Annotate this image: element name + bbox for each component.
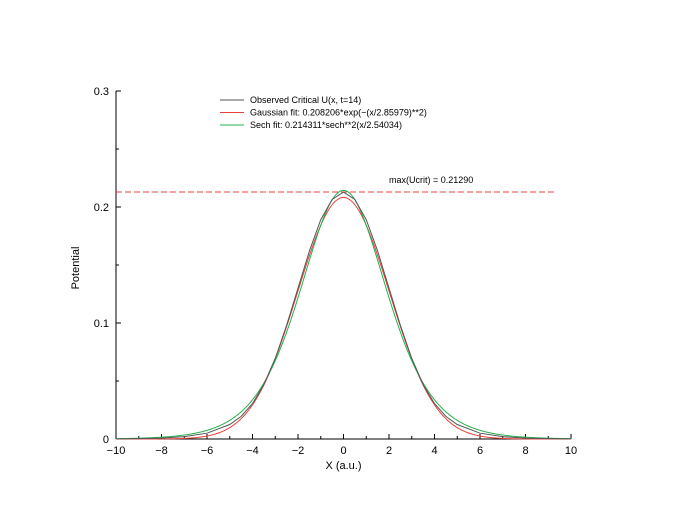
axes: −10 −8 −6 −4 −2 0 2 4 6 8 10 0 0.1 0.2 0.3 (94, 86, 577, 457)
y-ticks: 0 0.1 0.2 0.3 (94, 86, 121, 446)
y-tick-label: 0.1 (94, 318, 109, 330)
legend: Observed Critical U(x, t=14) Gaussian fi… (220, 95, 427, 130)
legend-label-sech: Sech fit: 0.214311*sech**2(x/2.54034) (250, 120, 402, 130)
series-line-sech-fit (115, 189, 572, 440)
legend-label-observed: Observed Critical U(x, t=14) (250, 95, 361, 105)
series-layer (115, 189, 572, 440)
legend-label-gaussian: Gaussian fit: 0.208206*exp(−(x/2.85979)*… (250, 108, 427, 118)
x-tick-label: 6 (477, 445, 483, 457)
x-tick-label: −6 (201, 445, 214, 457)
x-tick-label: 10 (565, 445, 577, 457)
x-tick-label: −2 (292, 445, 305, 457)
x-tick-label: −4 (246, 445, 259, 457)
y-tick-label: 0.2 (94, 202, 109, 214)
y-tick-label: 0 (103, 434, 109, 446)
x-tick-label: −10 (107, 445, 126, 457)
y-axis-label: Potential (70, 247, 82, 290)
series-line-gaussian-fit (116, 196, 571, 440)
max-annotation: max(Ucrit) = 0.21290 (389, 175, 473, 185)
x-tick-label: 8 (522, 445, 528, 457)
x-tick-label: −8 (155, 445, 168, 457)
x-tick-label: 0 (340, 445, 346, 457)
y-tick-label: 0.3 (94, 86, 109, 98)
series-line-observed (115, 191, 572, 440)
x-tick-label: 4 (431, 445, 437, 457)
x-axis-label: X (a.u.) (325, 460, 361, 472)
x-ticks: −10 −8 −6 −4 −2 0 2 4 6 8 10 (107, 434, 577, 457)
x-tick-label: 2 (386, 445, 392, 457)
